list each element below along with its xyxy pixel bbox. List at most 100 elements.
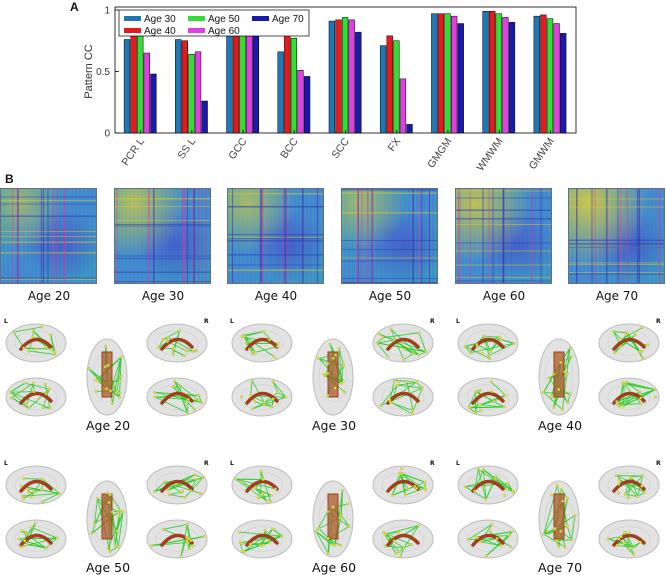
- brain-node: [494, 477, 497, 480]
- brain-node: [493, 400, 496, 403]
- brain-node: [108, 501, 111, 504]
- bar: [355, 32, 361, 133]
- brain-node: [332, 357, 335, 360]
- brain-node: [418, 354, 421, 357]
- bar: [489, 11, 495, 133]
- bar: [483, 11, 489, 133]
- correlation-matrix: [568, 188, 665, 284]
- brain-node: [395, 553, 398, 556]
- brain-node: [411, 413, 414, 416]
- brain-node: [481, 352, 484, 355]
- brain-node: [632, 553, 635, 556]
- bar: [407, 124, 413, 133]
- brain-node: [198, 394, 201, 397]
- left-hemisphere-marker: L: [456, 460, 460, 467]
- brain-node: [280, 535, 283, 538]
- brain-node: [639, 541, 642, 544]
- brain-node: [18, 538, 21, 541]
- brain-node: [200, 401, 203, 404]
- right-hemisphere-marker: R: [430, 460, 435, 467]
- bar: [547, 19, 553, 133]
- correlation-matrix: [455, 188, 552, 284]
- right-hemisphere-marker: R: [430, 318, 435, 325]
- brain-node: [560, 361, 563, 364]
- brain-node: [326, 372, 329, 375]
- brain-node: [564, 546, 567, 549]
- brain-node: [168, 493, 171, 496]
- bar: [195, 52, 201, 133]
- brain-node: [90, 532, 93, 535]
- brain-node: [400, 472, 403, 475]
- brain-node: [387, 537, 390, 540]
- brain-node: [238, 531, 241, 534]
- brain-node: [508, 534, 511, 537]
- brain-node: [327, 552, 330, 555]
- brain-node: [477, 468, 480, 471]
- legend-swatch: [252, 16, 269, 21]
- brain-node: [482, 468, 485, 471]
- bar: [246, 27, 252, 133]
- y-tick-label: 1: [104, 6, 110, 17]
- bar: [291, 38, 297, 133]
- legend-label: Age 30: [144, 14, 176, 25]
- bar: [342, 17, 348, 133]
- brain-node: [35, 348, 38, 351]
- brain-node: [197, 399, 200, 402]
- brain-node: [277, 342, 280, 345]
- brain-node: [22, 347, 25, 350]
- brain-node: [274, 488, 277, 491]
- brain-node: [185, 536, 188, 539]
- brain-views: [0, 457, 214, 575]
- brain-node: [615, 400, 618, 403]
- brain-node: [617, 492, 620, 495]
- legend-swatch: [124, 16, 141, 21]
- brain-node: [119, 392, 122, 395]
- brain-node: [398, 531, 401, 534]
- legend-label: Age 50: [208, 14, 240, 25]
- brain-node: [116, 530, 119, 533]
- brain-node: [474, 412, 477, 415]
- brain-node: [272, 398, 275, 401]
- brain-node: [23, 477, 26, 480]
- brain-node: [315, 530, 318, 533]
- brain-node: [403, 348, 406, 351]
- brain-node: [338, 347, 341, 350]
- bar: [380, 46, 386, 133]
- brain-node: [483, 335, 486, 338]
- brain-node: [618, 538, 621, 541]
- brain-node: [485, 498, 488, 501]
- brain-node: [20, 545, 23, 548]
- brain-node: [342, 380, 345, 383]
- brain-node: [268, 541, 271, 544]
- brain-node: [412, 409, 415, 412]
- brain-node: [265, 500, 268, 503]
- brain-node: [410, 543, 413, 546]
- fiber-tract: [328, 494, 338, 539]
- brain-node: [384, 545, 387, 548]
- brain-node: [41, 500, 44, 503]
- brain-node: [25, 403, 28, 406]
- brain-node: [412, 352, 415, 355]
- brain-node: [646, 344, 649, 347]
- brain-node: [417, 524, 420, 527]
- brain-node: [188, 537, 191, 540]
- brain-node: [111, 402, 114, 405]
- brain-node: [398, 550, 401, 553]
- brain-node: [167, 336, 170, 339]
- brain-node: [167, 489, 170, 492]
- brain-node: [22, 497, 25, 500]
- brain-node: [334, 387, 337, 390]
- brain-node: [260, 470, 263, 473]
- brain-node: [195, 478, 198, 481]
- right-hemisphere-marker: R: [656, 460, 661, 467]
- brain-node: [245, 342, 248, 345]
- brain-node: [56, 537, 59, 540]
- brain-node: [28, 407, 31, 410]
- brain-node: [119, 509, 122, 512]
- brain-node: [475, 390, 478, 393]
- y-tick-label: 0: [104, 129, 110, 140]
- brain-node: [479, 389, 482, 392]
- brain-node: [639, 397, 642, 400]
- brain-node: [45, 547, 48, 550]
